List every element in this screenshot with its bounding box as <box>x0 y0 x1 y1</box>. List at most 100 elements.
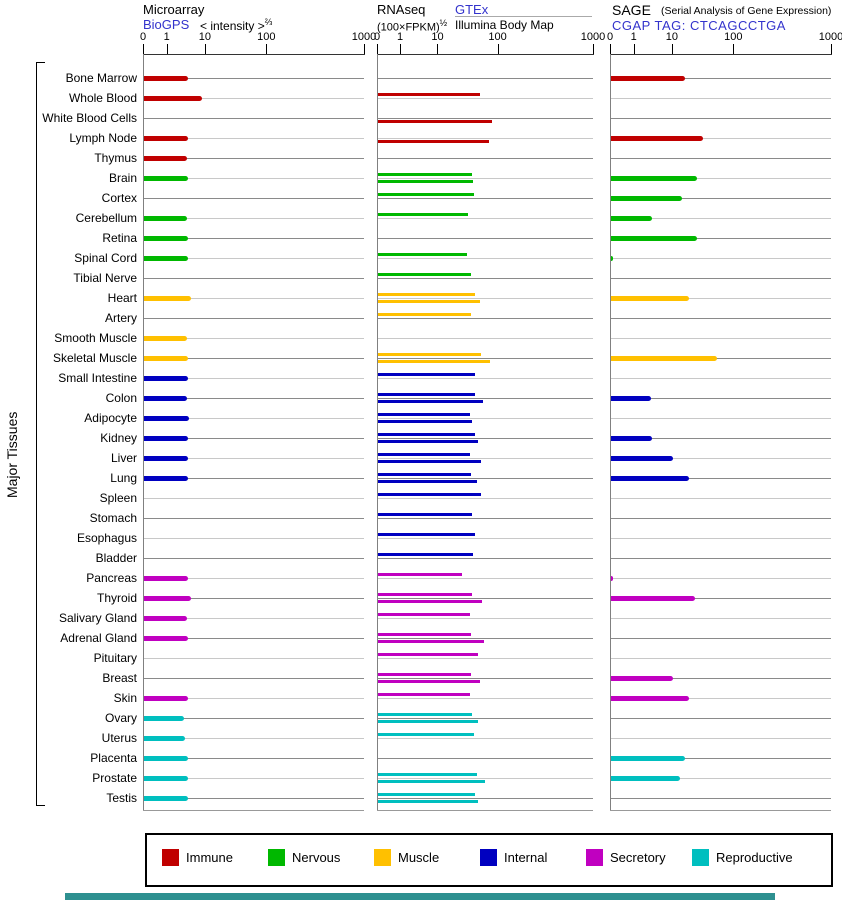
row-line <box>378 698 593 699</box>
legend-label: Reproductive <box>716 850 793 865</box>
row-line <box>144 698 364 699</box>
row-line <box>611 538 831 539</box>
axis-baseline <box>610 54 832 55</box>
bar-sage <box>611 435 653 441</box>
rnaseq-title: RNAseq <box>377 2 426 17</box>
row-line <box>611 298 831 299</box>
panel-left-line <box>610 54 611 810</box>
row-line <box>611 518 831 519</box>
row-line <box>378 158 593 159</box>
bar-microarray <box>144 695 188 701</box>
bar-rnaseq-gtex <box>378 573 463 576</box>
row-line <box>378 578 593 579</box>
row-line <box>611 598 831 599</box>
axis-tick-label: 100 <box>724 31 743 43</box>
bar-rnaseq-illumina <box>378 419 472 423</box>
row-line <box>378 758 593 759</box>
bar-rnaseq-gtex <box>378 413 471 416</box>
bar-rnaseq-gtex <box>378 393 475 396</box>
row-line <box>144 538 364 539</box>
row-line <box>378 778 593 779</box>
axis-tick <box>204 44 206 54</box>
row-line <box>144 98 364 99</box>
row-line <box>378 438 593 439</box>
row-line <box>378 78 593 79</box>
row-line <box>378 298 593 299</box>
axis-tick <box>610 44 611 54</box>
row-line <box>144 238 364 239</box>
tissue-label: Whole Blood <box>68 91 137 105</box>
biogps-link[interactable]: BioGPS <box>143 17 190 32</box>
footer-bar <box>65 893 775 900</box>
row-line <box>611 158 831 159</box>
cgap-tag-link[interactable]: CGAP TAG: CTCAGCCTGA <box>612 18 786 33</box>
bar-rnaseq-gtex <box>378 493 482 496</box>
bar-sage <box>611 355 717 361</box>
axis-tick <box>266 44 268 54</box>
row-line <box>378 118 593 119</box>
bar-microarray <box>144 355 188 361</box>
bar-rnaseq-gtex <box>378 593 472 596</box>
row-line <box>144 278 364 279</box>
legend-swatch-immune <box>162 849 179 866</box>
bar-sage <box>611 395 652 401</box>
panel-left-line <box>143 54 144 810</box>
bar-rnaseq-illumina <box>378 399 483 403</box>
bar-rnaseq-illumina <box>378 179 474 183</box>
bar-rnaseq-gtex <box>378 293 475 296</box>
microarray-scale-label: < intensity >⅔ <box>200 17 273 33</box>
axis-tick-label: 1000 <box>580 31 606 43</box>
legend-label: Muscle <box>398 850 440 865</box>
bar-rnaseq-gtex <box>378 93 481 96</box>
axis-tick <box>400 44 402 54</box>
row-line <box>144 518 364 519</box>
tissue-label: Thymus <box>94 151 137 165</box>
bar-rnaseq-gtex <box>378 373 475 376</box>
tissue-label: Artery <box>104 311 137 325</box>
bar-rnaseq-illumina <box>378 599 483 603</box>
row-line <box>611 478 831 479</box>
row-line <box>611 218 831 219</box>
row-line <box>611 498 831 499</box>
row-line <box>611 718 831 719</box>
row-line <box>611 138 831 139</box>
row-line <box>611 658 831 659</box>
axis-tick <box>364 44 365 54</box>
axis-tick <box>633 44 635 54</box>
row-line <box>144 458 364 459</box>
tissue-label: Esophagus <box>76 531 137 545</box>
bar-rnaseq-illumina <box>378 119 493 123</box>
bar-rnaseq-illumina <box>378 299 481 303</box>
row-line <box>144 378 364 379</box>
bar-rnaseq-illumina <box>378 639 485 643</box>
bar-microarray <box>144 415 189 421</box>
axis-baseline <box>377 54 594 55</box>
legend-label: Nervous <box>292 850 341 865</box>
row-line <box>611 338 831 339</box>
row-line <box>378 278 593 279</box>
bar-rnaseq-gtex <box>378 353 482 356</box>
axis-tick <box>593 44 594 54</box>
gtex-link[interactable]: GTEx <box>455 2 489 17</box>
row-line <box>144 478 364 479</box>
tissue-label: Skin <box>113 691 137 705</box>
bar-rnaseq-gtex <box>378 693 470 696</box>
bar-rnaseq-gtex <box>378 533 476 536</box>
axis-tick-label: 1 <box>163 31 170 43</box>
bar-sage <box>611 135 704 141</box>
axis-tick <box>671 44 673 54</box>
axis-tick <box>497 44 499 54</box>
legend-swatch-nervous <box>268 849 285 866</box>
row-line <box>611 78 831 79</box>
row-line <box>144 298 364 299</box>
bar-sage <box>611 295 689 301</box>
gtex-divider-line <box>455 16 592 17</box>
tissue-label: Smooth Muscle <box>54 331 137 345</box>
bar-rnaseq-gtex <box>378 713 472 716</box>
row-line <box>144 738 364 739</box>
bar-rnaseq-illumina <box>378 459 482 463</box>
bar-microarray <box>144 255 188 261</box>
bar-microarray <box>144 335 188 341</box>
